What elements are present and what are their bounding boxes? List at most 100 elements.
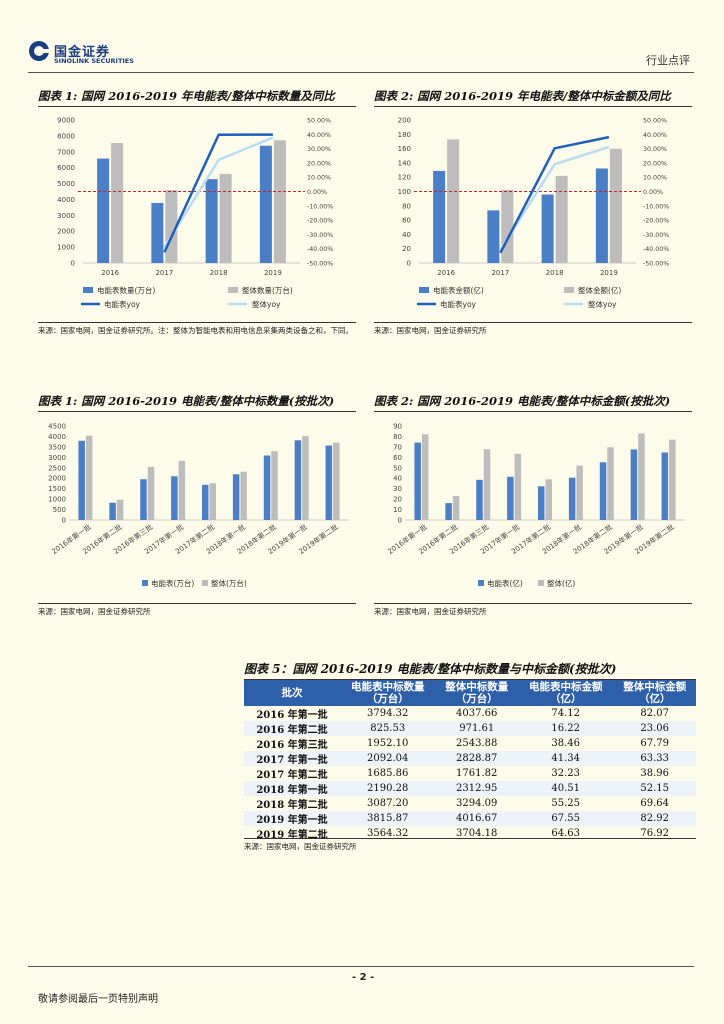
bar-series2 [209,483,216,520]
x-tick-label: 2017 [491,269,509,277]
legend-label-line1: 电能表yoy [440,299,477,309]
row-value-cell: 2312.95 [435,781,518,796]
row-value-cell: 63.33 [613,751,696,766]
bar-series2 [609,148,622,263]
header-divider [28,72,694,73]
bar-series2 [240,471,247,520]
row-value-cell: 52.15 [613,781,696,796]
y2-tick-label: 40.00% [307,132,331,139]
bar-series1 [568,477,576,520]
row-value-cell: 38.46 [551,738,581,749]
bar-series2 [302,436,309,520]
legend-label-bar1: 电能表金额(亿) [433,285,484,295]
row-batch-cell: 2017 年第一批 [244,751,340,766]
table-row: 2018 年第二批 3087.20 3294.09 55.25 69.64 [244,796,696,811]
y2-tick-label: 10.00% [307,175,331,182]
table-source: 来源：国家电网，国金证券研究所 [244,842,357,851]
row-value-cell: 971.61 [435,721,518,736]
report-type-label: 行业点评 [646,54,690,67]
row-value-cell: 16.22 [517,721,614,736]
fig2-source: 来源：国家电网，国金证券研究所 [374,326,487,335]
col-header-total-amt: 整体中标金额 （亿） [613,680,696,706]
row-value-cell: 3704.18 [456,828,498,839]
legend-label-bar2: 整体(亿) [547,578,575,588]
bar-series1 [202,484,209,520]
fig4-title: 图表 2: 国网 2016-2019 电能表/整体中标金额(按批次) [374,393,692,412]
table-row: 2018 年第一批 2190.28 2312.95 40.51 52.15 [244,781,696,796]
bar-series1 [78,440,85,520]
footer-disclaimer: 敬请参阅最后一页特别声明 [38,994,158,1005]
y-tick-label: 4500 [48,423,66,431]
y2-tick-label: 10.00% [643,175,667,182]
legend-label-line1: 电能表yoy [104,299,141,309]
y2-tick-label: -10.00% [307,203,333,210]
fig1-chart: 0 1000 2000 3000 4000 5000 6000 7000 8000 9000 -50… [57,117,333,310]
y-tick-label: 2000 [57,228,75,236]
y-tick-label: 200 [398,117,411,125]
bar-series1 [205,179,218,263]
bar-series2 [501,189,514,263]
table-bottom-rule [244,838,696,839]
legend-swatch-bar1 [83,287,93,293]
y-tick-label: 3500 [48,443,66,451]
y-tick-label: 80 [393,433,402,441]
line-series2 [499,145,610,251]
row-value-cell: 3794.32 [367,708,409,719]
row-batch-cell: 2018 年第一批 [244,781,340,796]
fig1-title: 图表 1: 国网 2016-2019 年电能表/整体中标数量及同比 [38,88,356,107]
y-tick-label: 5000 [57,180,75,188]
legend-swatch-bar1 [419,287,429,293]
bar-series1 [232,474,240,520]
table-header-row: 批次 电能表中标数量 （万台） 整体中标数量 （万台） 电能表中标金额 （亿） … [244,680,696,706]
bar-series2 [452,495,460,520]
bar-series2 [555,175,568,263]
bar-series1 [661,452,669,520]
legend-swatch-bar1 [478,580,484,586]
bar-series1 [414,442,421,520]
y2-tick-label: 50.00% [307,118,331,125]
bar-series2 [178,460,186,520]
y-tick-label: 4000 [48,433,66,441]
y-tick-label: 9000 [57,117,75,125]
x-tick-label: 2019 [264,269,282,277]
bar-series1 [595,168,608,263]
fig3-bottom-rule [38,603,356,604]
row-value-cell: 67.55 [517,811,614,826]
table-row: 2019 年第一批 3815.87 4016.67 67.55 82.92 [244,811,696,826]
y-tick-label: 1000 [48,496,66,504]
y2-tick-label: 0.00% [643,189,663,196]
y-tick-label: 10 [393,506,402,514]
table-row: 2016 年第二批 825.53 971.61 16.22 23.06 [244,721,696,736]
line-series1 [163,133,273,253]
bar-series1 [171,476,178,520]
legend-swatch-bar2 [202,580,208,586]
y-tick-label: 40 [402,231,411,239]
y-tick-label: 50 [393,464,402,472]
legend-label-bar1: 电能表(万台) [151,578,194,588]
y-tick-label: 120 [398,174,411,182]
fig1-bottom-rule [38,322,356,323]
y-tick-label: 6000 [57,164,75,172]
bar-series2 [116,499,124,520]
row-value-cell: 3815.87 [340,811,436,826]
bar-series1 [151,202,164,263]
row-batch-cell: 2016 年第一批 [256,710,328,721]
x-tick-label: 2017 [155,269,173,277]
x-tick-label: 2018 [546,269,564,277]
y-tick-label: 7000 [57,148,75,156]
bar-series1 [541,194,554,263]
row-value-cell: 4016.67 [435,811,518,826]
y2-tick-label: 20.00% [307,160,331,167]
y-tick-label: 100 [398,188,411,196]
y-tick-label: 80 [402,202,411,210]
bar-series2 [111,142,124,263]
row-value-cell: 82.92 [613,811,696,826]
y-tick-label: 0 [407,260,411,268]
y2-tick-label: 20.00% [643,160,667,167]
col-header-batch: 批次 [244,680,340,706]
legend-label-bar2: 整体金额(亿) [578,285,621,295]
row-value-cell: 2543.88 [456,738,498,749]
fig2-title: 图表 2: 国网 2016-2019 年电能表/整体中标金额及同比 [374,88,692,107]
bar-series1 [140,479,147,520]
y-tick-label: 20 [402,245,411,253]
